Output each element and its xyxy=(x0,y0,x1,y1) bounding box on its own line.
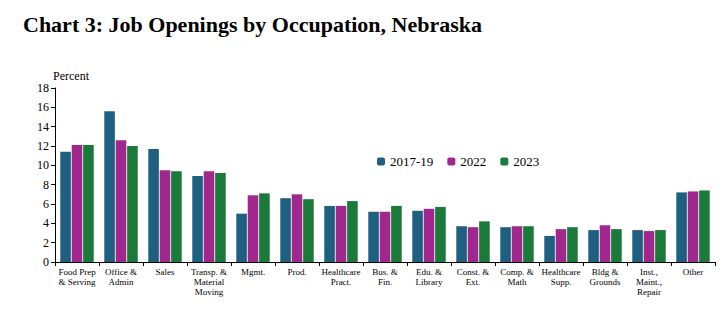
svg-text:Prod.: Prod. xyxy=(287,267,306,277)
svg-text:Fin.: Fin. xyxy=(378,277,392,287)
svg-text:Healthcare: Healthcare xyxy=(322,267,361,277)
svg-text:Office &: Office & xyxy=(105,267,137,277)
svg-text:14: 14 xyxy=(37,120,49,134)
svg-text:Chart 3: Job Openings by Occup: Chart 3: Job Openings by Occupation, Neb… xyxy=(23,12,482,37)
svg-text:Sales: Sales xyxy=(156,267,175,277)
svg-text:12: 12 xyxy=(37,139,49,153)
svg-text:Food Prep: Food Prep xyxy=(58,267,96,277)
svg-text:2: 2 xyxy=(43,236,49,250)
svg-text:Supp.: Supp. xyxy=(551,277,572,287)
svg-text:2017-19: 2017-19 xyxy=(390,154,433,169)
svg-text:Maint.,: Maint., xyxy=(636,277,662,287)
svg-text:18: 18 xyxy=(37,81,49,95)
svg-text:& Serving: & Serving xyxy=(58,277,96,287)
svg-text:16: 16 xyxy=(37,100,49,114)
svg-text:6: 6 xyxy=(43,197,49,211)
svg-text:Moving: Moving xyxy=(195,287,224,297)
svg-text:Repair: Repair xyxy=(637,287,661,297)
svg-text:Material: Material xyxy=(194,277,225,287)
svg-text:Admin: Admin xyxy=(108,277,134,287)
svg-text:Mgmt.: Mgmt. xyxy=(241,267,265,277)
svg-text:Math: Math xyxy=(508,277,527,287)
svg-text:Other: Other xyxy=(683,267,704,277)
svg-text:8: 8 xyxy=(43,178,49,192)
svg-text:Transp. &: Transp. & xyxy=(191,267,227,277)
svg-text:Ext.: Ext. xyxy=(466,277,481,287)
svg-text:2023: 2023 xyxy=(513,154,539,169)
svg-text:Edu. &: Edu. & xyxy=(416,267,442,277)
svg-text:Grounds: Grounds xyxy=(590,277,621,287)
svg-text:Comp. &: Comp. & xyxy=(500,267,534,277)
svg-text:Percent: Percent xyxy=(53,69,90,83)
svg-text:Inst.,: Inst., xyxy=(640,267,658,277)
svg-text:Pract.: Pract. xyxy=(331,277,352,287)
svg-text:10: 10 xyxy=(37,158,49,172)
svg-text:2022: 2022 xyxy=(460,154,486,169)
svg-text:Bus. &: Bus. & xyxy=(372,267,398,277)
svg-text:4: 4 xyxy=(43,216,49,230)
svg-text:0: 0 xyxy=(43,255,49,269)
svg-text:Const. &: Const. & xyxy=(457,267,490,277)
svg-text:Bldg &: Bldg & xyxy=(592,267,619,277)
svg-text:Healthcare: Healthcare xyxy=(542,267,581,277)
svg-text:Library: Library xyxy=(416,277,443,287)
